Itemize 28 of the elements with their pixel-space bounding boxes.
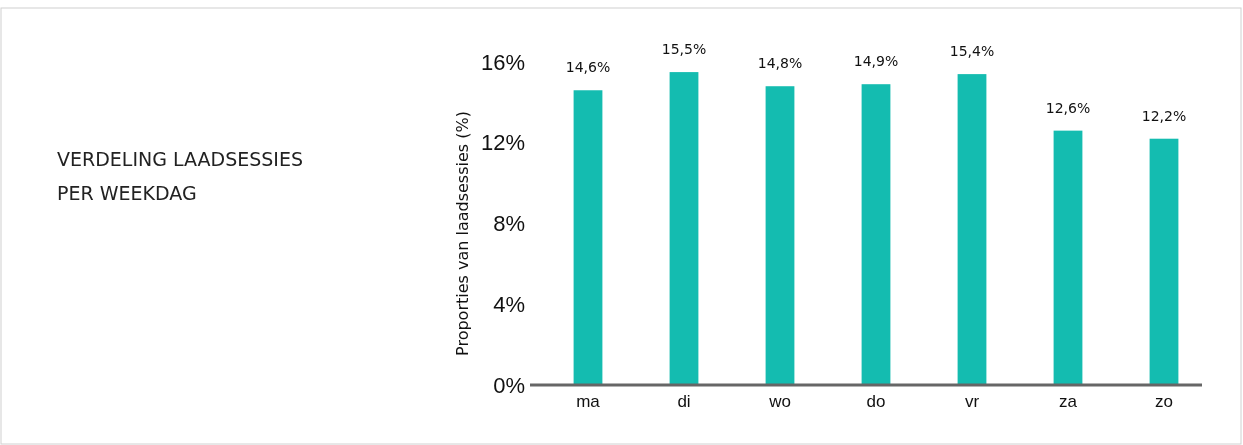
data-label: 15,5% [661, 41, 707, 58]
y-tick-label: 16% [480, 49, 525, 75]
data-label: 15,4% [949, 43, 995, 60]
y-tick-label: 4% [493, 291, 525, 317]
x-tick-label: di [677, 392, 691, 412]
x-tick-label: zo [1155, 392, 1173, 412]
data-label: 12,6% [1045, 99, 1091, 116]
x-tick-label: ma [576, 392, 601, 412]
data-label: 14,8% [757, 55, 803, 72]
data-label: 14,6% [565, 59, 611, 76]
bar [1053, 130, 1083, 385]
bar [861, 84, 891, 385]
text: VERDELING LAADSESSIES PER WEEKDAG [57, 148, 304, 204]
y-tick-label: 12% [480, 130, 525, 156]
y-axis-title: Proporties van laadsessies (%) [453, 111, 472, 356]
bar [573, 90, 603, 385]
y-tick-label: 0% [493, 372, 525, 398]
y-tick-label: 8% [493, 211, 525, 237]
bar [957, 74, 987, 385]
x-tick-label: wo [768, 392, 791, 412]
x-tick-label: do [866, 392, 886, 412]
bar [765, 86, 795, 385]
data-label: 14,9% [853, 53, 899, 70]
bar [1149, 138, 1179, 385]
bar [669, 72, 699, 385]
data-label: 12,2% [1141, 107, 1187, 124]
x-tick-label: za [1059, 392, 1078, 412]
x-tick-label: vr [964, 392, 980, 412]
